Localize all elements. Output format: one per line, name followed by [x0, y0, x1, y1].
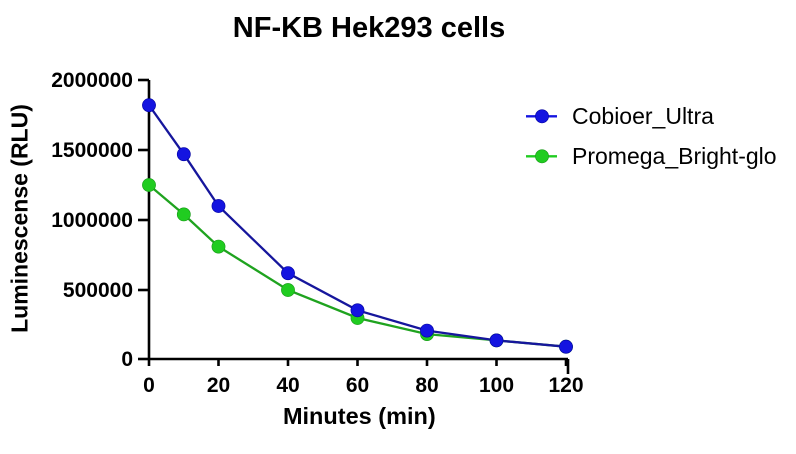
- svg-text:0: 0: [121, 348, 133, 371]
- svg-text:100: 100: [479, 374, 514, 397]
- svg-text:0: 0: [143, 374, 155, 397]
- svg-text:60: 60: [346, 374, 369, 397]
- svg-text:2000000: 2000000: [51, 69, 133, 92]
- svg-text:120: 120: [548, 374, 583, 397]
- svg-text:1000000: 1000000: [51, 209, 133, 232]
- svg-text:500000: 500000: [63, 279, 133, 302]
- svg-text:80: 80: [415, 374, 438, 397]
- svg-text:20: 20: [207, 374, 230, 397]
- svg-text:1500000: 1500000: [51, 139, 133, 162]
- svg-text:40: 40: [276, 374, 299, 397]
